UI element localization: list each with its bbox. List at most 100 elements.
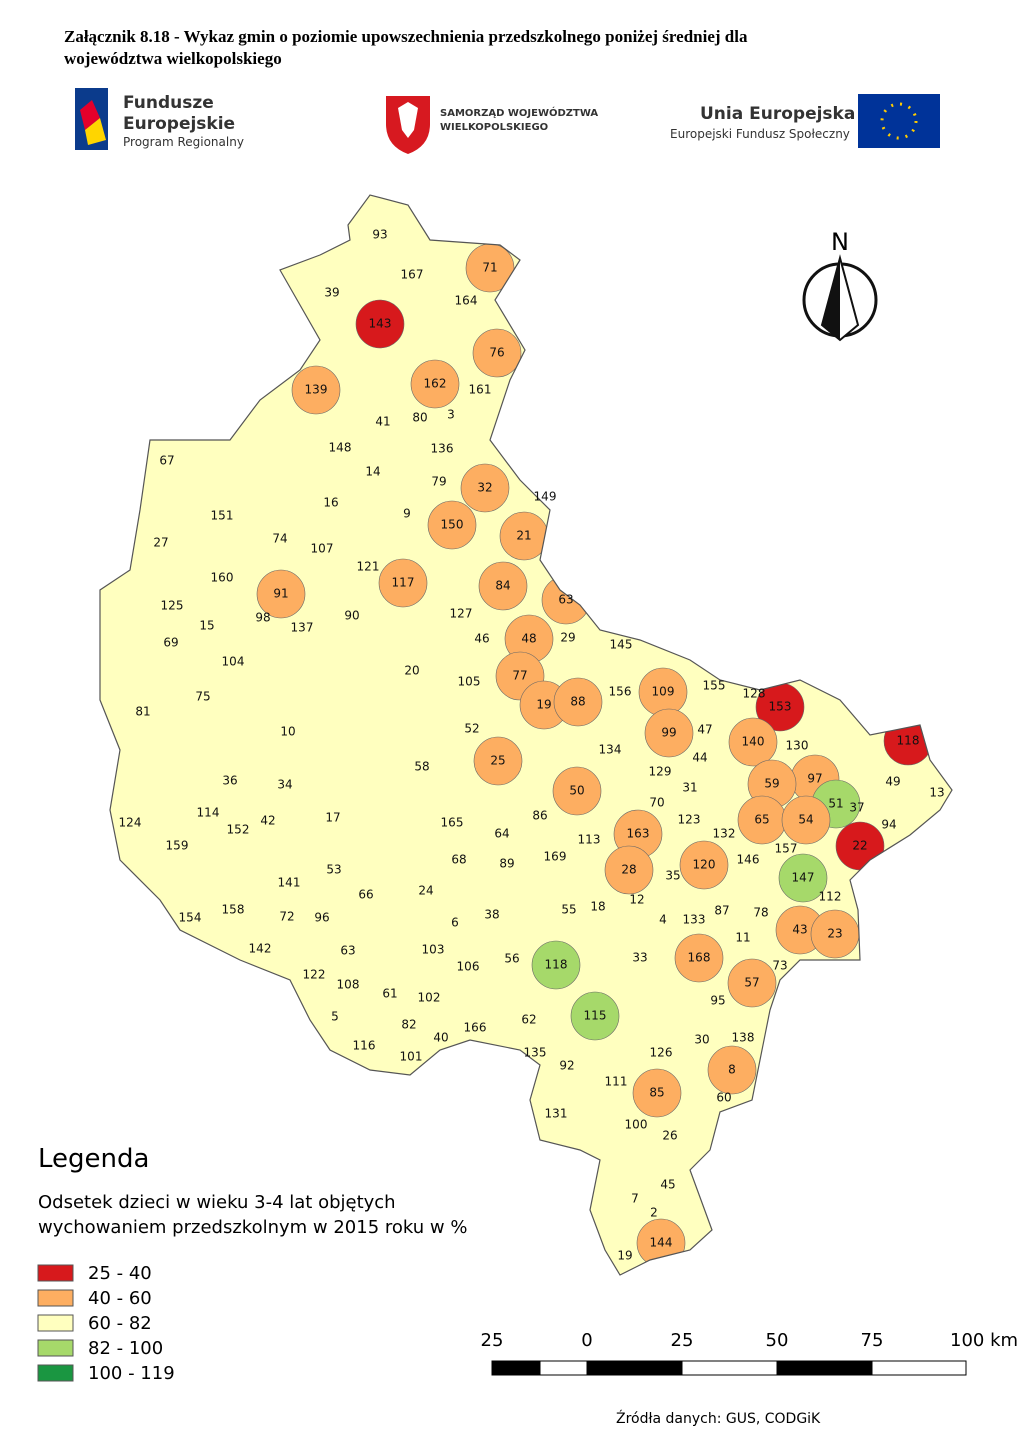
gmina-label: 10: [280, 725, 295, 739]
scale-segment: [681, 1360, 778, 1376]
gmina-label: 128: [743, 687, 766, 701]
gmina-label: 35: [665, 869, 680, 883]
gmina-label: 69: [163, 636, 178, 650]
gmina-label: 63: [340, 944, 355, 958]
gmina-label: 71: [482, 261, 497, 275]
gmina-label: 19: [617, 1249, 632, 1263]
gmina-label: 94: [881, 818, 896, 832]
gmina-label: 167: [401, 268, 424, 282]
gmina-label: 112: [819, 890, 842, 904]
legend-label: 60 - 82: [88, 1313, 152, 1334]
gmina-label: 139: [305, 383, 328, 397]
gmina-label: 129: [649, 765, 672, 779]
overlay: Załącznik 8.18 - Wykaz gmin o poziomie u…: [37, 27, 1018, 1427]
gmina-label: 25: [490, 754, 505, 768]
gmina-label: 149: [534, 490, 557, 504]
gmina-label: 99: [661, 726, 676, 740]
scale-label: 0: [581, 1330, 592, 1351]
gmina-label: 121: [357, 560, 380, 574]
gmina-label: 19: [536, 698, 551, 712]
gmina-label: 68: [451, 853, 466, 867]
gmina-label: 13: [929, 786, 944, 800]
gmina-label: 123: [678, 813, 701, 827]
gmina-label: 12: [629, 893, 644, 907]
gmina-label: 115: [584, 1009, 607, 1023]
gmina-label: 118: [897, 734, 920, 748]
gmina-label: 55: [561, 903, 576, 917]
gmina-label: 134: [599, 743, 622, 757]
page-title: Załącznik 8.18 - Wykaz gmin o poziomie u…: [64, 27, 748, 46]
region-outline-fill: [100, 195, 952, 1275]
scale-label: 25: [481, 1330, 504, 1351]
gmina-label: 125: [161, 599, 184, 613]
gmina-label: 23: [827, 927, 842, 941]
gmina-area: [727, 958, 777, 1008]
gmina-label: 92: [559, 1059, 574, 1073]
gmina-label: 31: [682, 781, 697, 795]
gmina-area: [679, 840, 729, 890]
gmina-area: [427, 500, 477, 550]
gmina-label: 85: [649, 1086, 664, 1100]
gmina-label: 72: [279, 910, 294, 924]
gmina-label: 20: [404, 664, 419, 678]
source-note: Źródła danych: GUS, CODGiK: [616, 1409, 821, 1427]
gmina-label: 38: [484, 908, 499, 922]
gmina-label: 42: [260, 814, 275, 828]
gmina-label: 21: [516, 529, 531, 543]
gmina-label: 70: [649, 796, 664, 810]
gmina-label: 89: [499, 857, 514, 871]
gmina-label: 43: [792, 923, 807, 937]
gmina-label: 90: [344, 609, 359, 623]
logo-text: Unia Europejska: [700, 104, 855, 124]
gmina-area: [728, 717, 778, 767]
gmina-area: [256, 569, 306, 619]
gmina-area: [632, 1068, 682, 1118]
gmina-label: 118: [545, 958, 568, 972]
gmina-label: 53: [326, 863, 341, 877]
gmina-label: 24: [418, 884, 433, 898]
gmina-label: 60: [716, 1091, 731, 1105]
gmina-label: 100: [625, 1118, 648, 1132]
gmina-area: [472, 328, 522, 378]
gmina-label: 136: [431, 442, 454, 456]
gmina-label: 91: [273, 587, 288, 601]
gmina-label: 159: [166, 839, 189, 853]
legend-label: 25 - 40: [88, 1263, 152, 1284]
logo-text: Fundusze: [123, 93, 214, 113]
logo-samorzad: [386, 96, 430, 154]
gmina-area: [478, 561, 528, 611]
gmina-label: 95: [710, 994, 725, 1008]
gmina-label: 169: [544, 850, 567, 864]
gmina-area: [378, 558, 428, 608]
gmina-label: 26: [662, 1129, 677, 1143]
scale-segment: [776, 1360, 873, 1376]
gmina-label: 3: [447, 408, 455, 422]
logo-text: Europejski Fundusz Społeczny: [670, 127, 850, 141]
gmina-label: 108: [337, 978, 360, 992]
gmina-label: 168: [688, 951, 711, 965]
logo-text: Europejskie: [123, 114, 235, 134]
gmina-label: 59: [764, 777, 779, 791]
gmina-label: 160: [211, 571, 234, 585]
gmina-label: 105: [458, 675, 481, 689]
scale-label: 50: [766, 1330, 789, 1351]
logo-fundusze: [75, 88, 108, 150]
gmina-area: [644, 708, 694, 758]
gmina-label: 7: [631, 1192, 639, 1206]
gmina-label: 106: [457, 960, 480, 974]
scale-segment: [491, 1360, 541, 1376]
gmina-label: 137: [291, 621, 314, 635]
gmina-label: 145: [610, 638, 633, 652]
gmina-label: 84: [495, 579, 510, 593]
scale-label: 25: [671, 1330, 694, 1351]
gmina-label: 77: [512, 669, 527, 683]
gmina-label: 127: [450, 607, 473, 621]
gmina-area: [553, 677, 603, 727]
gmina-label: 97: [807, 772, 822, 786]
gmina-label: 22: [852, 839, 867, 853]
scale-label: 100 km: [950, 1330, 1018, 1351]
gmina-label: 32: [477, 481, 492, 495]
gmina-label: 29: [560, 631, 575, 645]
gmina-label: 158: [222, 903, 245, 917]
gmina-label: 154: [179, 911, 202, 925]
